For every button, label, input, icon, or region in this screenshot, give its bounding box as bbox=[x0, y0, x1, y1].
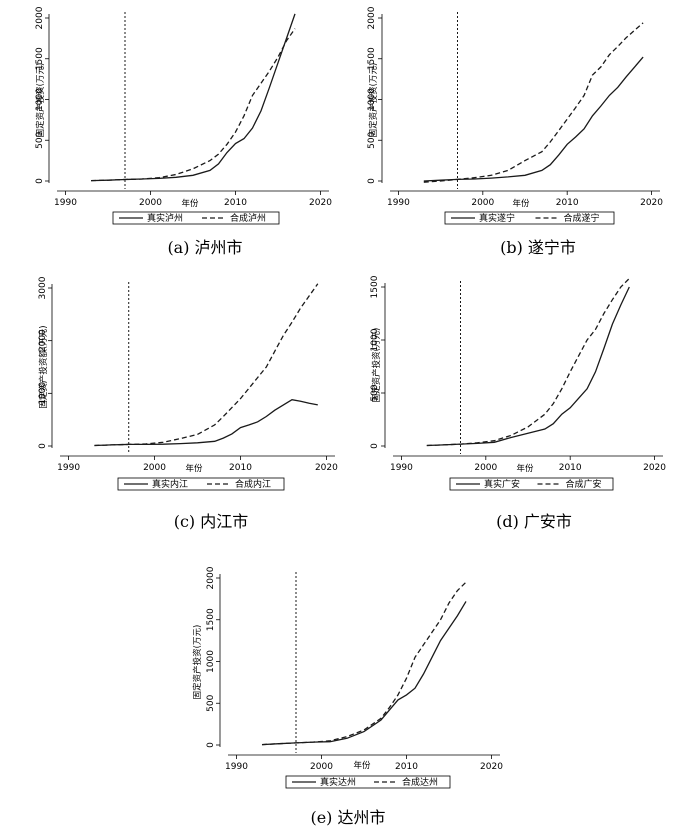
x-tick-label: 2000 bbox=[474, 463, 497, 473]
legend: 真实泸州 合成泸州 bbox=[112, 211, 280, 225]
y-axis-title: 固定资产投资(万元) bbox=[371, 328, 382, 403]
y-tick-label: 1500 bbox=[367, 47, 377, 70]
legend-label: 合成遂宁 bbox=[564, 212, 600, 224]
panel-caption: (d) 广安市 bbox=[496, 512, 572, 531]
y-tick-label: 1500 bbox=[206, 608, 216, 631]
panel-caption: (e) 达州市 bbox=[310, 808, 385, 827]
legend: 真实遂宁 合成遂宁 bbox=[444, 211, 615, 225]
y-axis-title: 固定资产投资(万元) bbox=[368, 63, 379, 138]
legend: 真实广安 合成广安 bbox=[449, 477, 614, 491]
legend-label: 真实遂宁 bbox=[479, 212, 515, 224]
x-tick-label: 2000 bbox=[310, 762, 333, 772]
y-axis-title: 固定资产投资(万元) bbox=[192, 625, 203, 700]
x-tick-label: 2010 bbox=[395, 762, 418, 772]
y-tick-label: 1000 bbox=[38, 382, 48, 405]
x-tick-label: 2010 bbox=[229, 463, 252, 473]
x-tick-label: 2020 bbox=[309, 198, 332, 208]
y-tick-label: 2000 bbox=[206, 566, 216, 589]
legend-box bbox=[444, 211, 615, 225]
synthetic-series-line bbox=[426, 278, 630, 447]
y-tick-label: 2000 bbox=[367, 6, 377, 29]
chart-panel-3: 1990 2000 2010 2020 0 1000 2000 3000 年份 固定资产投资额(万… bbox=[38, 276, 338, 531]
real-series-line bbox=[423, 56, 644, 182]
x-tick-label: 2010 bbox=[556, 198, 579, 208]
y-axis-title: 固定资产投资额(万元) bbox=[38, 325, 49, 408]
x-axis-title: 年份 bbox=[185, 463, 203, 474]
legend-label: 真实泸州 bbox=[147, 212, 183, 224]
legend-box bbox=[117, 477, 285, 491]
synthetic-series-line bbox=[90, 28, 296, 182]
x-tick-label: 1990 bbox=[390, 463, 413, 473]
chart-panel-1: 1990 2000 2010 2020 0 500 1000 1500 2000 年份 固定资产投资… bbox=[35, 6, 332, 257]
y-tick-label: 3000 bbox=[38, 276, 48, 299]
y-tick-label: 500 bbox=[370, 384, 380, 401]
x-axis-title: 年份 bbox=[181, 198, 199, 209]
y-tick-label: 1500 bbox=[35, 47, 45, 70]
y-tick-label: 0 bbox=[35, 178, 45, 184]
x-axis-title: 年份 bbox=[353, 760, 371, 771]
real-series-line bbox=[261, 601, 467, 746]
legend-label: 合成广安 bbox=[566, 478, 602, 490]
x-tick-label: 2000 bbox=[471, 198, 494, 208]
x-axis-title: 年份 bbox=[516, 463, 534, 474]
panel-caption: (c) 内江市 bbox=[174, 512, 249, 531]
x-axis-title: 年份 bbox=[512, 198, 530, 209]
y-tick-label: 500 bbox=[367, 131, 377, 148]
synthetic-series-line bbox=[423, 22, 644, 183]
x-tick-label: 2000 bbox=[139, 198, 162, 208]
x-tick-label: 2000 bbox=[143, 463, 166, 473]
y-axis-title: 固定资产投资(万元) bbox=[35, 63, 46, 138]
x-tick-label: 2020 bbox=[315, 463, 338, 473]
y-tick-label: 0 bbox=[206, 742, 216, 748]
legend-label: 合成达州 bbox=[402, 776, 438, 788]
x-tick-label: 1990 bbox=[225, 762, 248, 772]
legend-label: 真实内江 bbox=[152, 478, 188, 490]
legend-label: 合成内江 bbox=[235, 478, 271, 490]
chart-panel-4: 1990 2000 2010 2020 0 500 1000 1500 年份 固定资产投资(万元)… bbox=[370, 275, 666, 531]
synthetic-series-line bbox=[261, 581, 467, 746]
real-series-line bbox=[90, 13, 296, 182]
y-tick-label: 0 bbox=[367, 178, 377, 184]
x-tick-label: 1990 bbox=[57, 463, 80, 473]
panel-caption: (b) 遂宁市 bbox=[500, 238, 576, 257]
legend: 真实达州 合成达州 bbox=[285, 775, 451, 789]
legend-label: 真实达州 bbox=[320, 776, 356, 788]
chart-panel-2: 1990 2000 2010 2020 0 500 1000 1500 2000 年份 固定资产投资… bbox=[367, 6, 663, 257]
legend-label: 合成泸州 bbox=[230, 212, 266, 224]
y-tick-label: 2000 bbox=[35, 6, 45, 29]
legend: 真实内江 合成内江 bbox=[117, 477, 285, 491]
y-tick-label: 1000 bbox=[370, 328, 380, 351]
y-tick-label: 500 bbox=[35, 131, 45, 148]
synthetic-series-line bbox=[94, 283, 319, 447]
legend-box bbox=[285, 775, 451, 789]
x-tick-label: 1990 bbox=[387, 198, 410, 208]
x-tick-label: 2010 bbox=[559, 463, 582, 473]
real-series-line bbox=[94, 399, 318, 447]
y-tick-label: 1000 bbox=[367, 88, 377, 111]
y-tick-label: 500 bbox=[206, 694, 216, 711]
legend-label: 真实广安 bbox=[484, 478, 520, 490]
real-series-line bbox=[426, 286, 630, 447]
y-tick-label: 1000 bbox=[206, 650, 216, 673]
y-tick-label: 1000 bbox=[35, 88, 45, 111]
x-tick-label: 2020 bbox=[640, 198, 663, 208]
x-tick-label: 2010 bbox=[224, 198, 247, 208]
legend-box bbox=[449, 477, 614, 491]
panel-caption: (a) 泸州市 bbox=[167, 238, 242, 257]
y-tick-label: 2000 bbox=[38, 329, 48, 352]
x-tick-label: 2020 bbox=[643, 463, 666, 473]
x-tick-label: 1990 bbox=[54, 198, 77, 208]
chart-panel-5: 1990 2000 2010 2020 0 500 1000 1500 2000 年份 固定资产投资… bbox=[192, 566, 503, 827]
x-tick-label: 2020 bbox=[480, 762, 503, 772]
y-tick-label: 0 bbox=[370, 443, 380, 449]
y-tick-label: 0 bbox=[38, 443, 48, 449]
legend-box bbox=[112, 211, 280, 225]
y-tick-label: 1500 bbox=[370, 275, 380, 298]
